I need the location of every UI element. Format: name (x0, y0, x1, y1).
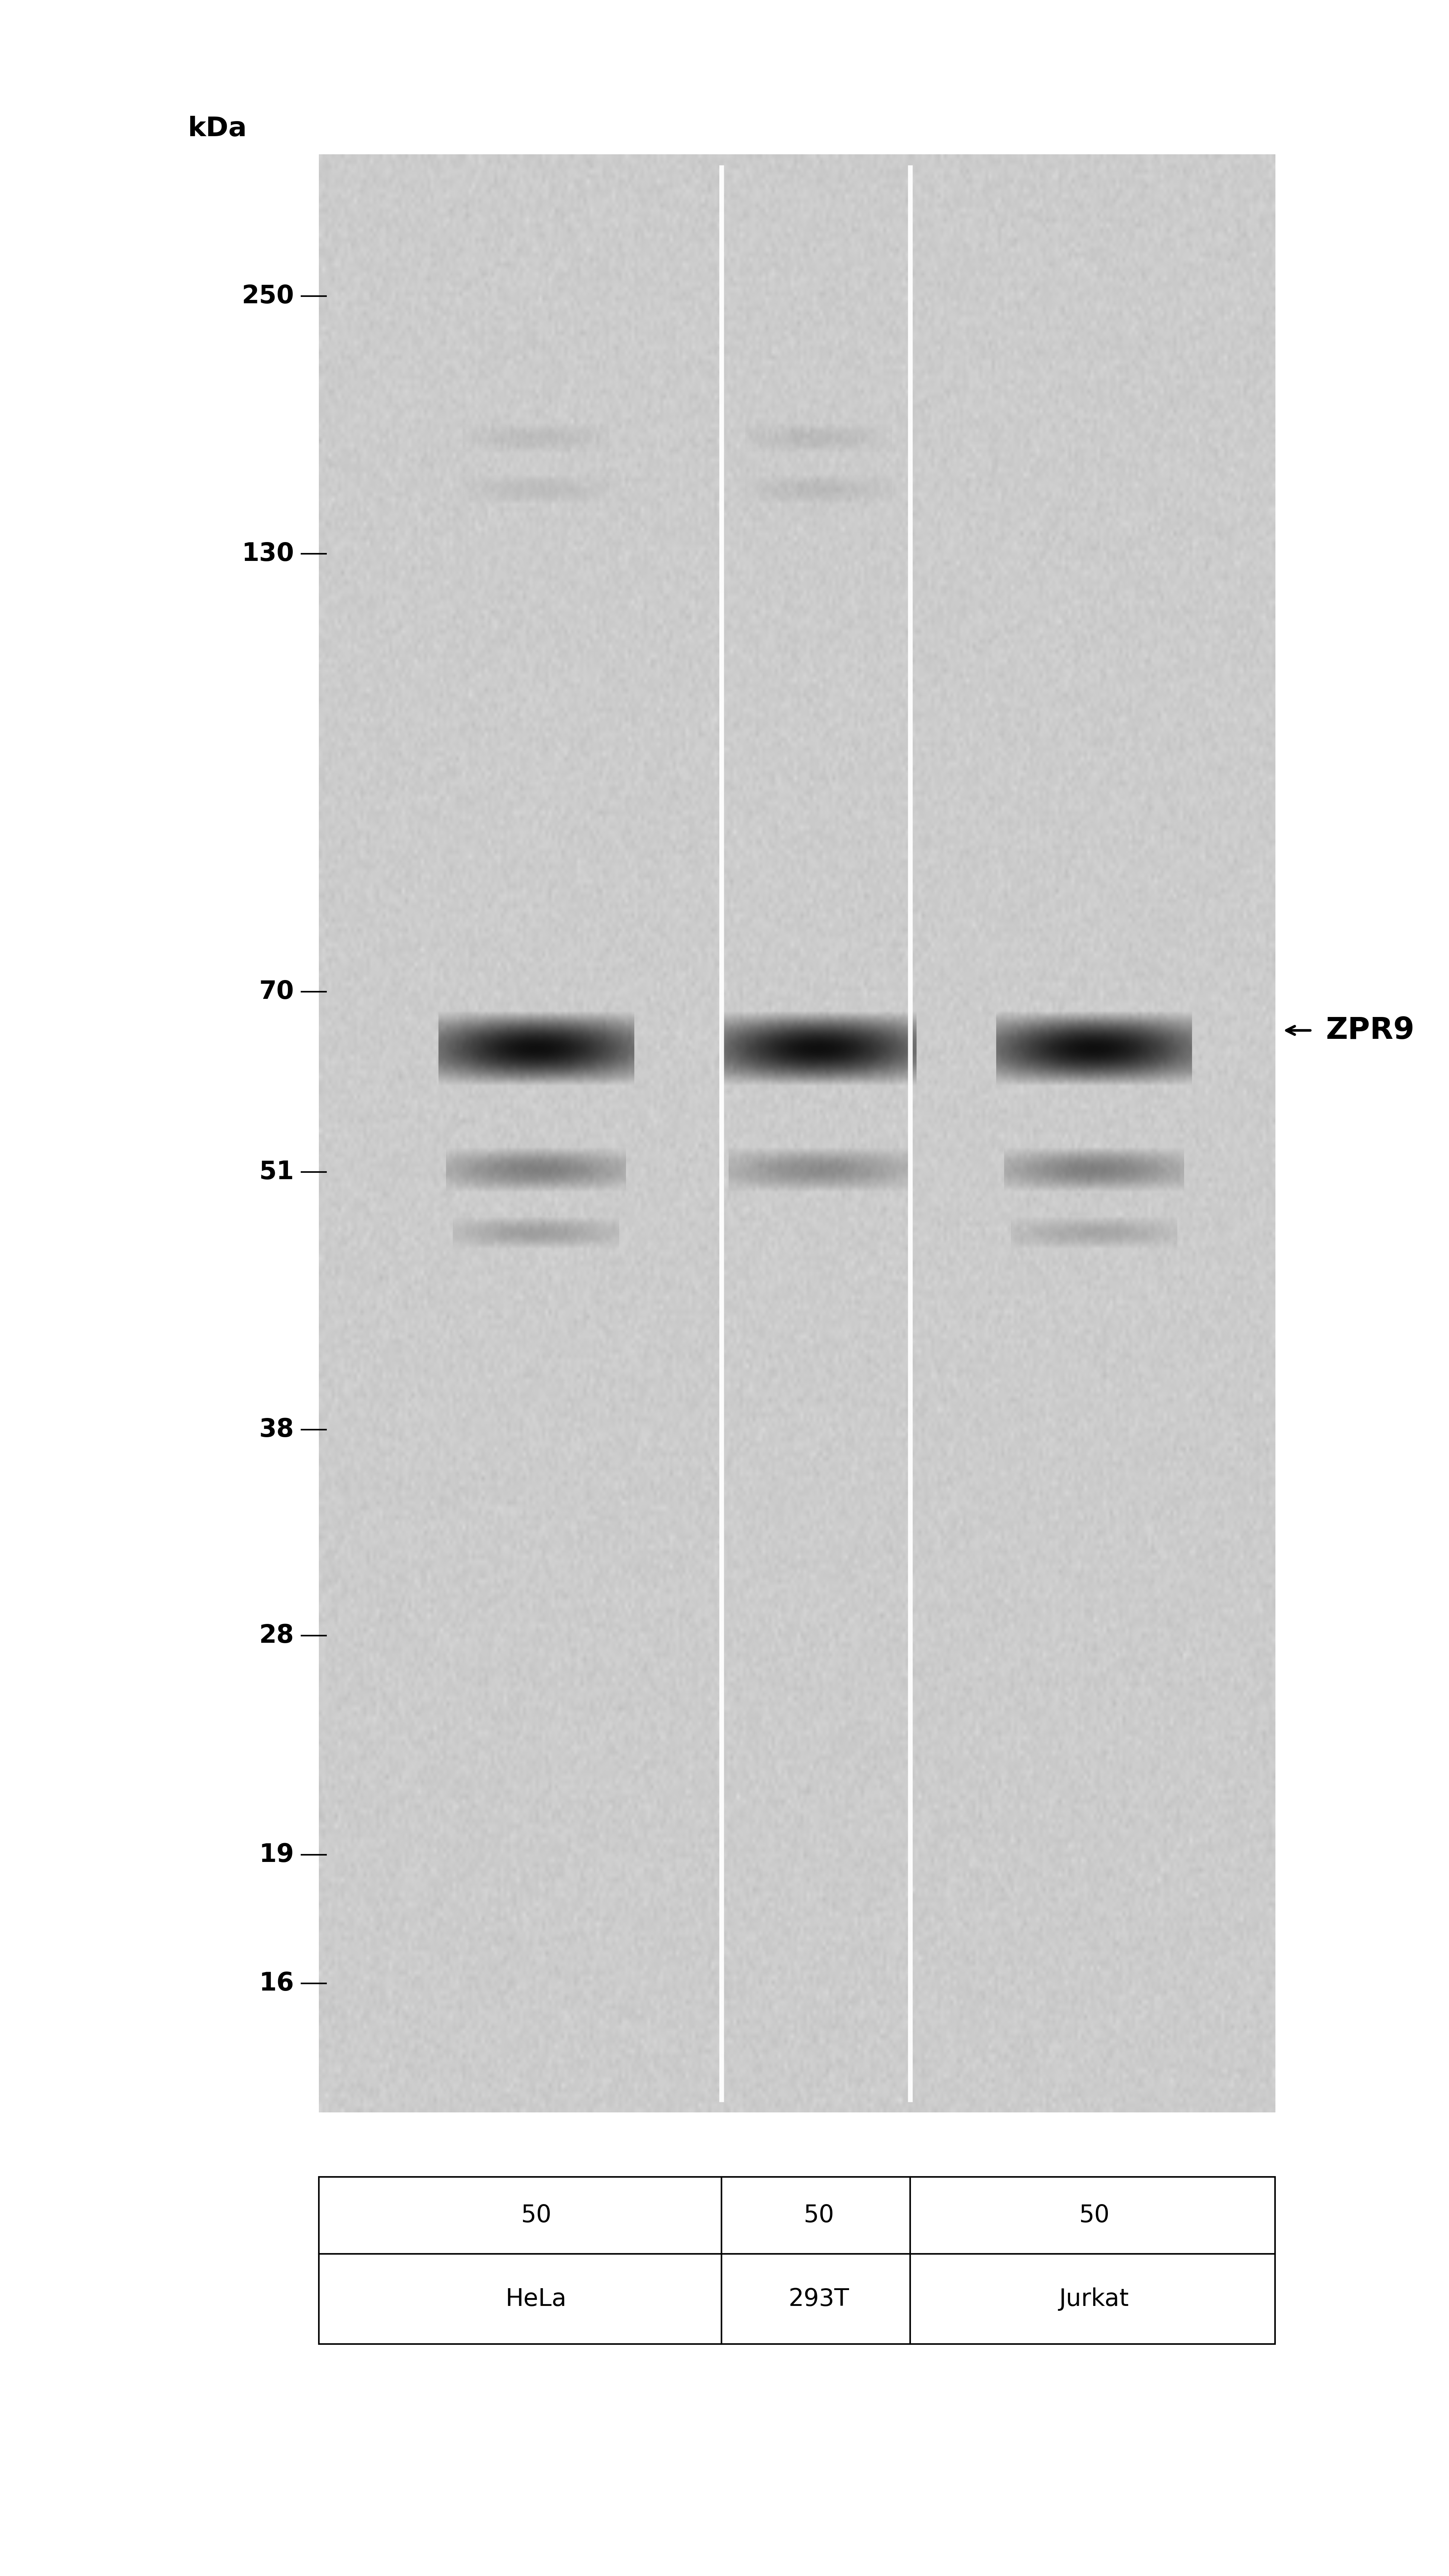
Text: Jurkat: Jurkat (1059, 2287, 1129, 2311)
Text: ZPR9: ZPR9 (1326, 1015, 1414, 1046)
Text: 28: 28 (259, 1623, 294, 1649)
Text: 293T: 293T (788, 2287, 849, 2311)
Text: HeLa: HeLa (506, 2287, 567, 2311)
Text: 250: 250 (242, 283, 294, 309)
Text: 70: 70 (259, 979, 294, 1005)
Text: 130: 130 (242, 541, 294, 567)
Text: 16: 16 (259, 1971, 294, 1996)
Text: 50: 50 (1078, 2202, 1110, 2228)
Text: 50: 50 (520, 2202, 552, 2228)
Text: 19: 19 (259, 1842, 294, 1868)
Text: 50: 50 (803, 2202, 835, 2228)
Text: 51: 51 (259, 1159, 294, 1185)
Text: kDa: kDa (188, 116, 246, 142)
Bar (319, 2177, 1275, 2344)
Text: 38: 38 (259, 1417, 294, 1443)
